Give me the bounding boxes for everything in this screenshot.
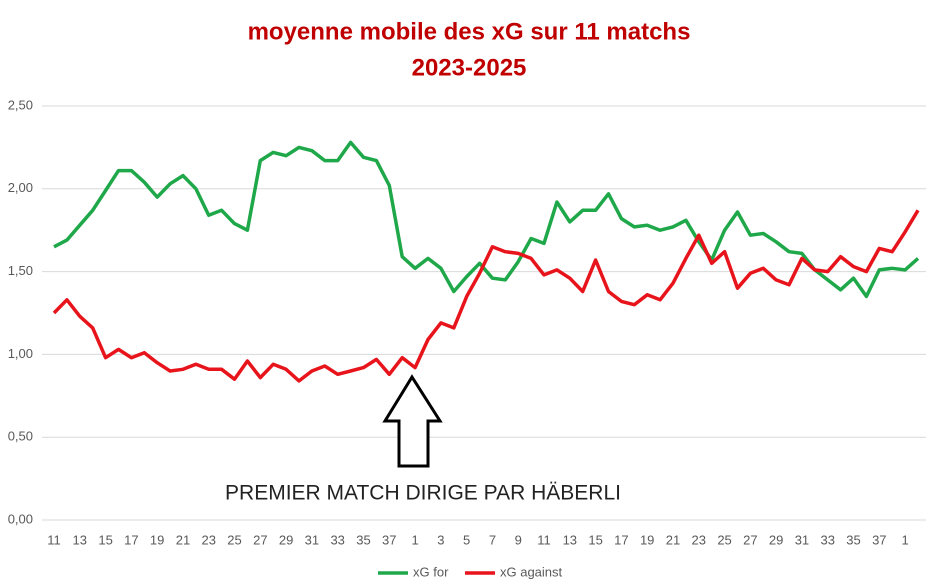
x-tick-label: 35 — [846, 532, 860, 547]
x-tick-label: 5 — [463, 532, 470, 547]
x-tick-label: 27 — [743, 532, 757, 547]
annotation: PREMIER MATCH DIRIGE PAR HÄBERLI — [225, 482, 621, 505]
x-tick-label: 25 — [227, 532, 241, 547]
x-tick-label: 35 — [356, 532, 370, 547]
x-tick-label: 33 — [330, 532, 344, 547]
x-tick-label: 17 — [124, 532, 138, 547]
x-tick-label: 13 — [563, 532, 577, 547]
series-line — [53, 140, 920, 299]
x-tick-label: 9 — [515, 532, 522, 547]
x-tick-label: 13 — [73, 532, 87, 547]
x-tick-label: 31 — [305, 532, 319, 547]
x-tick-label: 21 — [176, 532, 190, 547]
x-tick-label: 37 — [382, 532, 396, 547]
y-tick-label: 0,00 — [8, 511, 33, 526]
x-tick-label: 29 — [769, 532, 783, 547]
x-tick-label: 11 — [537, 532, 551, 547]
x-tick-label: 15 — [98, 532, 112, 547]
chart-title: moyenne mobile des xG sur 11 matchs — [248, 18, 691, 45]
x-tick-label: 33 — [820, 532, 834, 547]
x-tick-label: 25 — [717, 532, 731, 547]
y-tick-label: 1,50 — [8, 263, 33, 278]
y-tick-label: 1,00 — [8, 346, 33, 361]
x-tick-label: 1 — [901, 532, 908, 547]
x-tick-label: 27 — [253, 532, 267, 547]
x-tick-label: 23 — [202, 532, 216, 547]
y-tick-label: 2,00 — [8, 180, 33, 195]
x-tick-label: 7 — [489, 532, 496, 547]
series-line — [52, 209, 920, 383]
x-tick-label: 23 — [692, 532, 706, 547]
y-tick-label: 0,50 — [8, 429, 33, 444]
x-tick-label: 31 — [795, 532, 809, 547]
legend-label: xG for — [413, 564, 449, 579]
x-tick-label: 19 — [640, 532, 654, 547]
x-tick-label: 1 — [411, 532, 418, 547]
y-tick-label: 2,50 — [8, 97, 33, 112]
x-tick-label: 19 — [150, 532, 164, 547]
chart-subtitle: 2023-2025 — [412, 54, 527, 81]
x-tick-label: 15 — [588, 532, 602, 547]
legend-label: xG against — [500, 564, 563, 579]
x-tick-label: 37 — [872, 532, 886, 547]
x-tick-label: 21 — [666, 532, 680, 547]
arrow — [382, 374, 443, 468]
x-tick-label: 29 — [279, 532, 293, 547]
x-tick-label: 11 — [47, 532, 61, 547]
x-tick-label: 17 — [614, 532, 628, 547]
x-tick-label: 3 — [437, 532, 444, 547]
